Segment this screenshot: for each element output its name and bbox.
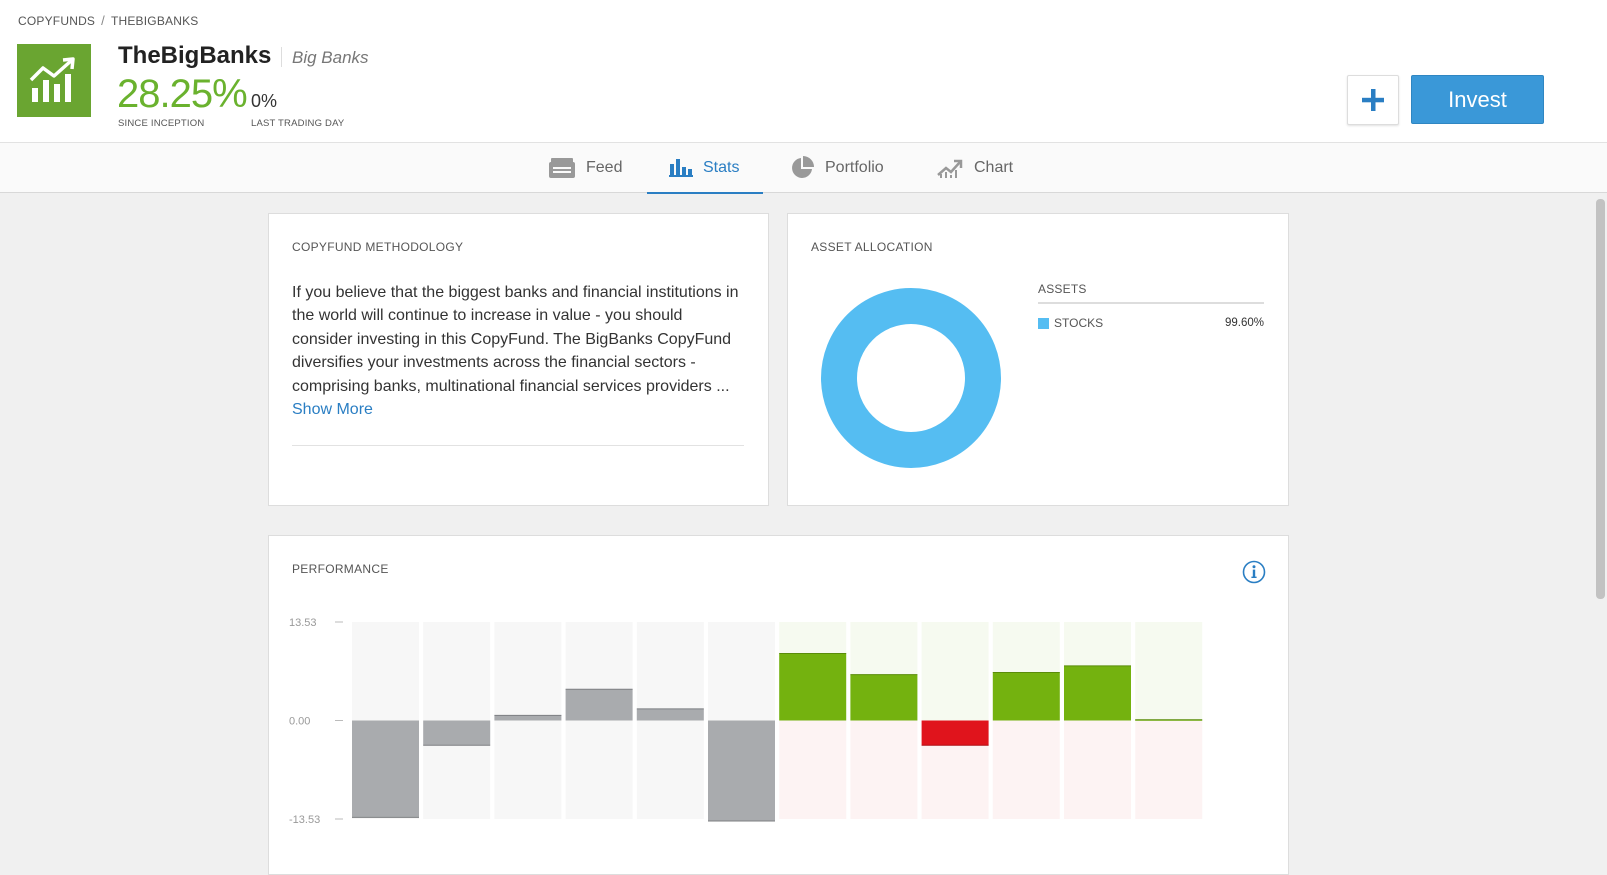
methodology-card: COPYFUND METHODOLOGY If you believe that…: [268, 213, 769, 506]
breadcrumb-copyfunds[interactable]: COPYFUNDS: [18, 13, 96, 28]
show-more-link[interactable]: Show More: [292, 401, 373, 419]
performance-chart: 13.53 0.00 -13.53: [289, 617, 1203, 826]
column-background-lower: [1135, 720, 1203, 819]
asset-row-stocks[interactable]: STOCKS 99.60%: [1038, 316, 1264, 330]
performance-bar[interactable]: [921, 720, 989, 746]
line-chart-icon: [936, 157, 964, 179]
performance-bar[interactable]: [494, 715, 562, 721]
tab-bar: Feed Stats Portfolio: [0, 143, 1607, 194]
fund-logo: [17, 44, 91, 117]
performance-bar[interactable]: [565, 689, 633, 721]
column-background-lower: [779, 720, 847, 819]
tab-chart[interactable]: Chart: [936, 143, 1013, 193]
breadcrumb-separator: /: [101, 13, 105, 28]
column-background-upper: [423, 622, 491, 721]
performance-bar[interactable]: [423, 720, 491, 746]
methodology-title: COPYFUND METHODOLOGY: [292, 240, 464, 254]
column-background-lower: [565, 720, 633, 819]
fund-subtitle: Big Banks: [292, 48, 369, 67]
performance-title: PERFORMANCE: [292, 562, 389, 576]
tab-portfolio-label: Portfolio: [825, 159, 884, 176]
asset-name: STOCKS: [1054, 316, 1104, 330]
performance-bar[interactable]: [992, 672, 1060, 721]
performance-bar[interactable]: [352, 720, 419, 818]
performance-card: PERFORMANCE 13.53 0.00 -13.53: [268, 535, 1289, 875]
performance-bar[interactable]: [779, 653, 847, 721]
column-background-lower: [636, 720, 704, 819]
asset-allocation-card: ASSET ALLOCATION ASSETS STOCKS 99.60%: [787, 213, 1289, 506]
page-scrollbar[interactable]: [1594, 193, 1607, 860]
last-day-change: 0%: [251, 91, 278, 111]
scrollbar-thumb[interactable]: [1596, 199, 1605, 599]
donut-slice-stocks[interactable]: [821, 288, 1001, 468]
plus-icon: [1362, 89, 1384, 111]
y-tick-label: 0.00: [289, 716, 310, 728]
asset-color-swatch: [1038, 317, 1049, 329]
tab-feed-label: Feed: [586, 159, 623, 176]
growth-chart-icon: [29, 56, 75, 102]
title-divider: [281, 47, 282, 67]
y-tick-label: -13.53: [289, 814, 320, 826]
gain-label: SINCE INCEPTION: [118, 118, 205, 129]
fund-name: TheBigBanks: [118, 42, 272, 69]
feed-icon: [548, 157, 576, 179]
column-background-upper: [352, 622, 419, 721]
info-icon[interactable]: [1242, 560, 1266, 584]
column-background-upper: [1135, 622, 1203, 721]
pie-chart-icon: [789, 155, 815, 181]
invest-button[interactable]: Invest: [1411, 75, 1544, 124]
column-background-lower: [992, 720, 1060, 819]
column-background-upper: [494, 622, 562, 721]
column-background-upper: [636, 622, 704, 721]
tab-feed[interactable]: Feed: [548, 143, 622, 193]
assets-header: ASSETS: [1038, 282, 1264, 304]
asset-value: 99.60%: [1224, 317, 1264, 329]
fund-header: COPYFUNDS / THEBIGBANKS TheBigBanks Big …: [0, 0, 1607, 143]
tab-stats-label: Stats: [703, 159, 740, 176]
tab-portfolio[interactable]: Portfolio: [789, 143, 884, 193]
y-tick-label: 13.53: [289, 617, 317, 629]
add-watchlist-button[interactable]: [1347, 75, 1399, 125]
column-background-lower: [850, 720, 918, 819]
asset-allocation-title: ASSET ALLOCATION: [811, 240, 933, 254]
breadcrumb-current: THEBIGBANKS: [110, 13, 199, 28]
performance-bar[interactable]: [850, 674, 918, 721]
tab-stats[interactable]: Stats: [647, 143, 763, 194]
breadcrumb: COPYFUNDS / THEBIGBANKS: [18, 13, 199, 28]
performance-bar[interactable]: [1064, 665, 1131, 721]
methodology-body: If you believe that the biggest banks an…: [292, 281, 747, 421]
allocation-donut[interactable]: [820, 287, 1002, 469]
methodology-text: If you believe that the biggest banks an…: [292, 284, 739, 395]
tab-chart-label: Chart: [974, 159, 1014, 176]
column-background-upper: [921, 622, 989, 721]
methodology-divider: [292, 445, 744, 446]
column-background-upper: [708, 622, 775, 721]
gain-since-inception: 28.25%: [117, 72, 248, 116]
bar-chart-icon: [669, 158, 693, 178]
performance-bar[interactable]: [708, 720, 775, 821]
last-day-label: LAST TRADING DAY: [251, 118, 345, 129]
performance-bar[interactable]: [636, 708, 704, 721]
column-background-lower: [1064, 720, 1131, 819]
column-background-lower: [494, 720, 562, 819]
